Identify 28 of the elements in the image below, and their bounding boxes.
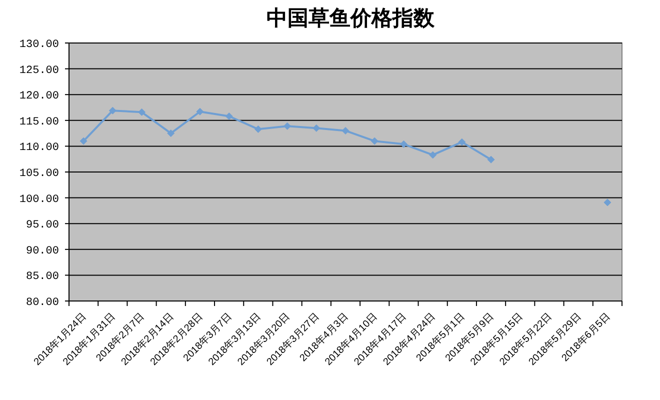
point: [370, 137, 378, 145]
point: [312, 124, 320, 132]
point: [284, 122, 292, 130]
y-tick-label: 95.00: [26, 220, 59, 232]
point: [458, 138, 466, 146]
point: [196, 108, 204, 116]
point: [254, 125, 262, 133]
y-tick-label: 120.00: [19, 90, 59, 103]
y-tick-label: 130.00: [19, 39, 59, 51]
point: [604, 198, 612, 206]
point: [225, 112, 233, 120]
y-tick-label: 80.00: [26, 297, 59, 309]
y-tick-label: 85.00: [26, 271, 59, 284]
point: [138, 108, 146, 116]
y-tick-label: 90.00: [26, 245, 59, 258]
point: [487, 156, 495, 164]
y-tick-label: 125.00: [19, 64, 59, 77]
point: [429, 151, 437, 159]
y-tick-label: 105.00: [19, 168, 59, 180]
y-tick-label: 115.00: [19, 116, 59, 128]
point: [167, 130, 175, 138]
point: [342, 126, 350, 134]
point: [400, 140, 408, 148]
point: [108, 106, 116, 114]
chart-title: 中国草鱼价格指数: [266, 7, 436, 30]
y-tick-label: 110.00: [19, 142, 59, 154]
y-tick-label: 100.00: [19, 194, 59, 206]
point: [80, 137, 88, 145]
